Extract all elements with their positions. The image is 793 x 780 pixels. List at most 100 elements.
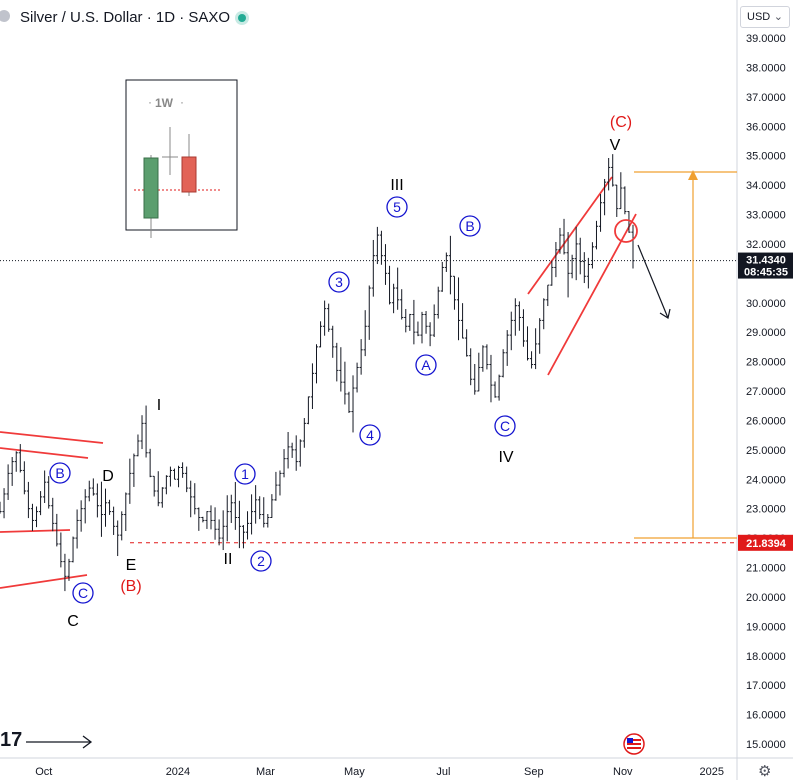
projection-arrow: [637, 244, 671, 319]
wave-label: II: [224, 551, 233, 568]
currency-select[interactable]: USD ⌄: [740, 6, 790, 28]
price-bar: [75, 509, 79, 549]
price-bar: [501, 349, 505, 378]
circled-wave-text: 5 3 4 1 2 A B C B C: [55, 199, 510, 601]
wave-label: 2: [257, 553, 265, 569]
wave-label: 5: [393, 199, 401, 215]
wave-label: 1: [241, 466, 249, 482]
price-bar: [497, 374, 501, 401]
chevron-down-icon: ⌄: [773, 11, 783, 23]
price-bar: [623, 186, 627, 215]
price-bar: [83, 489, 87, 524]
price-bar: [278, 470, 282, 496]
wave-label: V: [610, 137, 621, 154]
price-bar: [164, 475, 168, 495]
price-bar: [34, 506, 39, 528]
price-bar: [160, 487, 164, 508]
price-bar: [554, 242, 558, 278]
price-bar: [408, 313, 412, 331]
price-bar: [282, 449, 286, 478]
price-bar: [221, 510, 225, 551]
price-bar: [249, 494, 254, 535]
price-bar: [521, 309, 526, 347]
last-price-tag: 31.4340 08:45:35: [738, 252, 793, 279]
price-bar: [193, 483, 197, 515]
price-bar: [379, 230, 384, 265]
price-bar: [627, 211, 631, 233]
wave-label: I: [157, 397, 161, 414]
price-bar: [116, 520, 120, 557]
price-tick-label: 33.0000: [746, 210, 786, 222]
wave-label: C: [78, 585, 88, 601]
price-bar: [594, 220, 599, 250]
price-tick-label: 20.0000: [746, 592, 786, 604]
price-bar: [331, 325, 335, 358]
settings-gear-icon[interactable]: ⚙: [758, 763, 772, 780]
price-tick-label: 18.0000: [746, 651, 786, 663]
price-bar: [233, 481, 237, 530]
price-bar: [513, 298, 517, 336]
price-bar: [517, 301, 521, 331]
price-bar: [63, 553, 67, 592]
price-bar: [590, 242, 595, 269]
price-tick-label: 39.0000: [746, 33, 786, 45]
wave-label: C: [67, 613, 79, 630]
price-bar: [51, 497, 55, 532]
price-bar: [432, 304, 436, 338]
price-bar: [602, 178, 607, 216]
price-bar: [189, 480, 193, 518]
time-tick-label: Oct: [35, 766, 52, 778]
price-tick-label: 23.0000: [746, 504, 786, 516]
price-bar: [120, 511, 124, 541]
price-bar: [310, 363, 315, 410]
price-bar: [562, 218, 566, 255]
price-bar: [10, 457, 14, 486]
price-tick-label: 21.0000: [746, 563, 786, 575]
price-tick-label: 30.0000: [746, 298, 786, 310]
price-bar: [225, 495, 229, 542]
price-tick-label: 28.0000: [746, 357, 786, 369]
wave-label: 3: [335, 274, 343, 290]
inset-dot: ·: [180, 95, 184, 109]
price-bar: [351, 375, 355, 433]
price-bar: [201, 516, 205, 523]
currency-label: USD: [747, 11, 771, 23]
wave-label: A: [421, 357, 431, 373]
price-bar: [254, 485, 258, 524]
price-bars: [0, 154, 635, 592]
wave-label: C: [500, 418, 510, 434]
chart-title[interactable]: Silver / U.S. Dollar · 1D · SAXO: [20, 9, 247, 26]
price-bar: [112, 506, 116, 535]
us-flag-event-icon[interactable]: [623, 733, 645, 755]
price-bar: [132, 453, 136, 487]
price-bar: [578, 237, 582, 275]
price-axis[interactable]: 39.0000 38.0000 37.0000 36.0000 35.0000 34.00…: [746, 33, 786, 751]
price-bar: [611, 154, 615, 187]
measure-tool[interactable]: [634, 170, 737, 539]
price-bar: [302, 418, 306, 448]
circled-wave-labels: [49, 196, 516, 604]
price-bar: [598, 194, 603, 232]
price-bar: [477, 352, 481, 392]
time-axis[interactable]: Oct 2024 Mar May Jul Sep Nov 2025: [35, 766, 724, 778]
price-tick-label: 38.0000: [746, 62, 786, 74]
price-bar: [286, 432, 290, 469]
price-bar: [509, 311, 513, 351]
price-bar: [262, 497, 266, 528]
price-bar: [493, 381, 497, 398]
price-bar: [47, 476, 51, 509]
price-bar: [607, 157, 611, 191]
price-bar: [197, 507, 201, 531]
price-bar: [391, 283, 396, 314]
price-bar: [387, 265, 392, 305]
price-bar: [59, 532, 63, 568]
svg-text:17: 17: [0, 729, 22, 751]
price-bar: [570, 254, 574, 279]
trend-lines[interactable]: [0, 176, 637, 589]
price-bar: [258, 496, 262, 520]
price-bar: [38, 491, 43, 516]
price-bar: [375, 226, 379, 265]
price-bar: [152, 475, 156, 497]
